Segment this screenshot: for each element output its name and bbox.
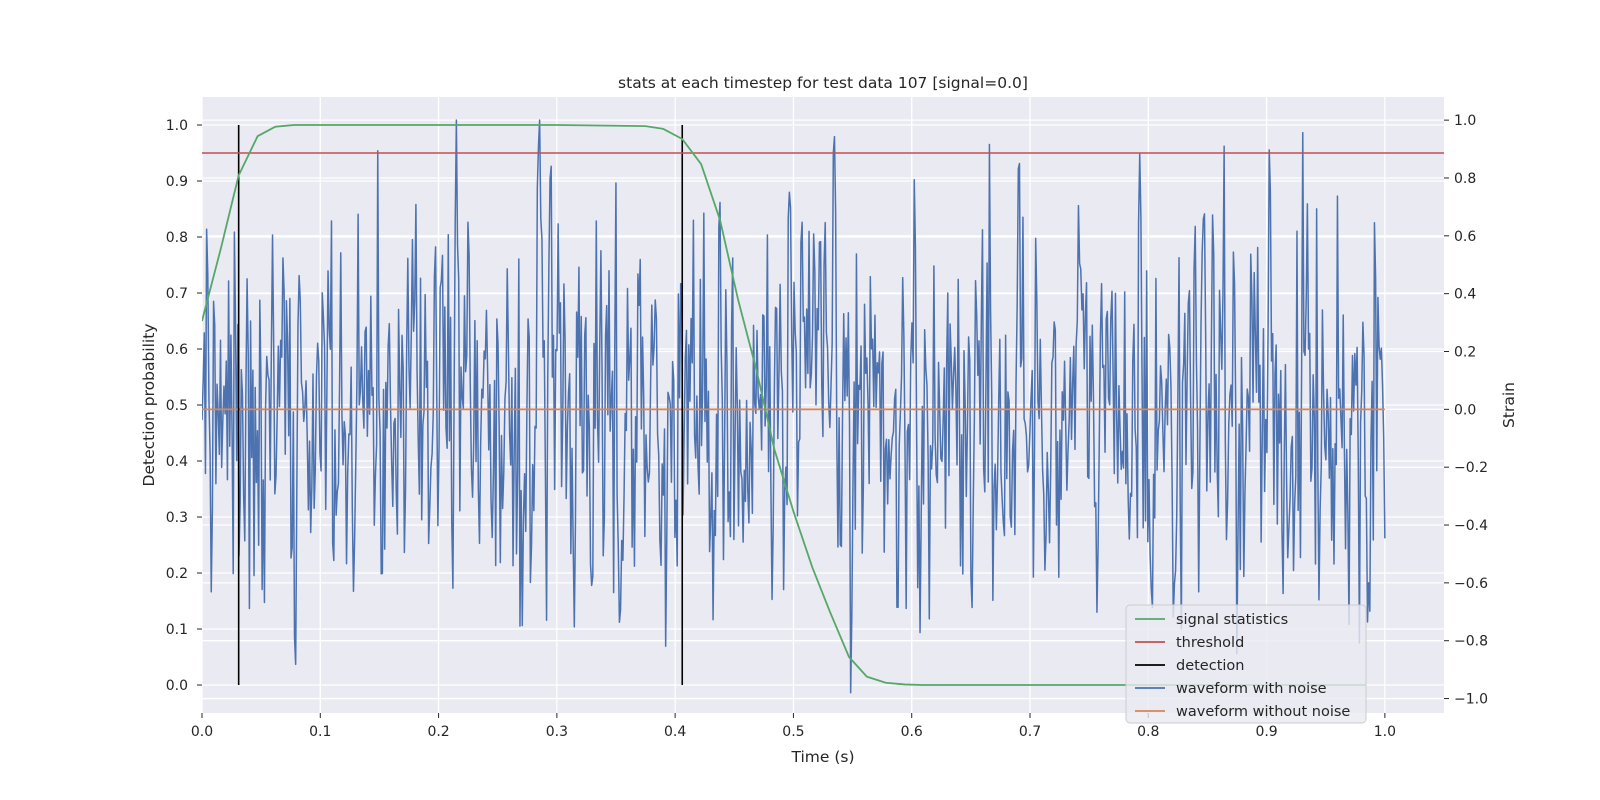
chart-title: stats at each timestep for test data 107… (618, 74, 1028, 92)
x-tick-label: 0.8 (1137, 724, 1159, 740)
y-tick-label-right: −0.8 (1454, 634, 1488, 650)
y-tick-label-left: 0.2 (166, 566, 188, 582)
legend-label-signal-statistics: signal statistics (1176, 612, 1288, 628)
x-tick-label: 0.1 (309, 724, 331, 740)
legend-label-detection: detection (1176, 658, 1244, 674)
legend-label-waveform-without-noise: waveform without noise (1176, 704, 1350, 720)
y-tick-label-right: 1.0 (1454, 113, 1476, 129)
signal-statistics-line (202, 124, 1366, 686)
x-tick-label: 0.5 (782, 724, 804, 740)
y-tick-label-left: 0.8 (166, 230, 188, 246)
y-tick-label-left: 0.7 (166, 286, 188, 302)
y-tick-label-right: −0.6 (1454, 576, 1488, 592)
y-tick-label-right: 0.8 (1454, 171, 1476, 187)
y-tick-label-right: 0.0 (1454, 402, 1476, 418)
y-tick-label-left: 0.6 (166, 342, 188, 358)
legend-label-threshold: threshold (1176, 635, 1244, 651)
x-tick-label: 0.4 (664, 724, 686, 740)
x-tick-label: 0.3 (546, 724, 568, 740)
y-tick-label-right: −0.2 (1454, 460, 1488, 476)
y-tick-label-left: 0.0 (166, 678, 188, 694)
x-axis-label: Time (s) (790, 748, 854, 766)
x-tick-label: 0.9 (1255, 724, 1277, 740)
x-tick-label: 0.6 (901, 724, 923, 740)
y-tick-label-right: −1.0 (1454, 692, 1488, 708)
y-tick-label-left: 0.1 (166, 622, 188, 638)
legend-box (1125, 604, 1367, 724)
x-tick-label: 0.7 (1019, 724, 1041, 740)
x-tick-label: 0.2 (427, 724, 449, 740)
y-tick-label-right: −0.4 (1454, 518, 1488, 534)
x-tick-label: 0.0 (191, 724, 213, 740)
legend-label-waveform-with-noise: waveform with noise (1176, 681, 1327, 697)
axes: 0.0 0.1 0.2 0.3 0.4 0.5 0.6 0.7 0.8 0.9 1.0 0.0 0.1 0… (166, 113, 1488, 740)
y-tick-label-left: 0.4 (166, 454, 188, 470)
waveform-with-noise-line (202, 119, 1386, 694)
y-tick-label-right: 0.4 (1454, 287, 1476, 303)
x-tick-label: 1.0 (1374, 724, 1396, 740)
series-layer (202, 119, 1444, 694)
y-tick-label-left: 0.3 (166, 510, 188, 526)
y-tick-label-left: 0.5 (166, 398, 188, 414)
y-tick-label-right: 0.2 (1454, 344, 1476, 360)
y-axis-label-right: Strain (1500, 382, 1518, 428)
y-tick-label-left: 0.9 (166, 174, 188, 190)
y-tick-label-left: 1.0 (166, 118, 188, 134)
y-axis-label-left: Detection probability (140, 324, 158, 487)
y-tick-label-right: 0.6 (1454, 229, 1476, 245)
legend: signal statistics threshold detection wavef… (1125, 604, 1367, 724)
